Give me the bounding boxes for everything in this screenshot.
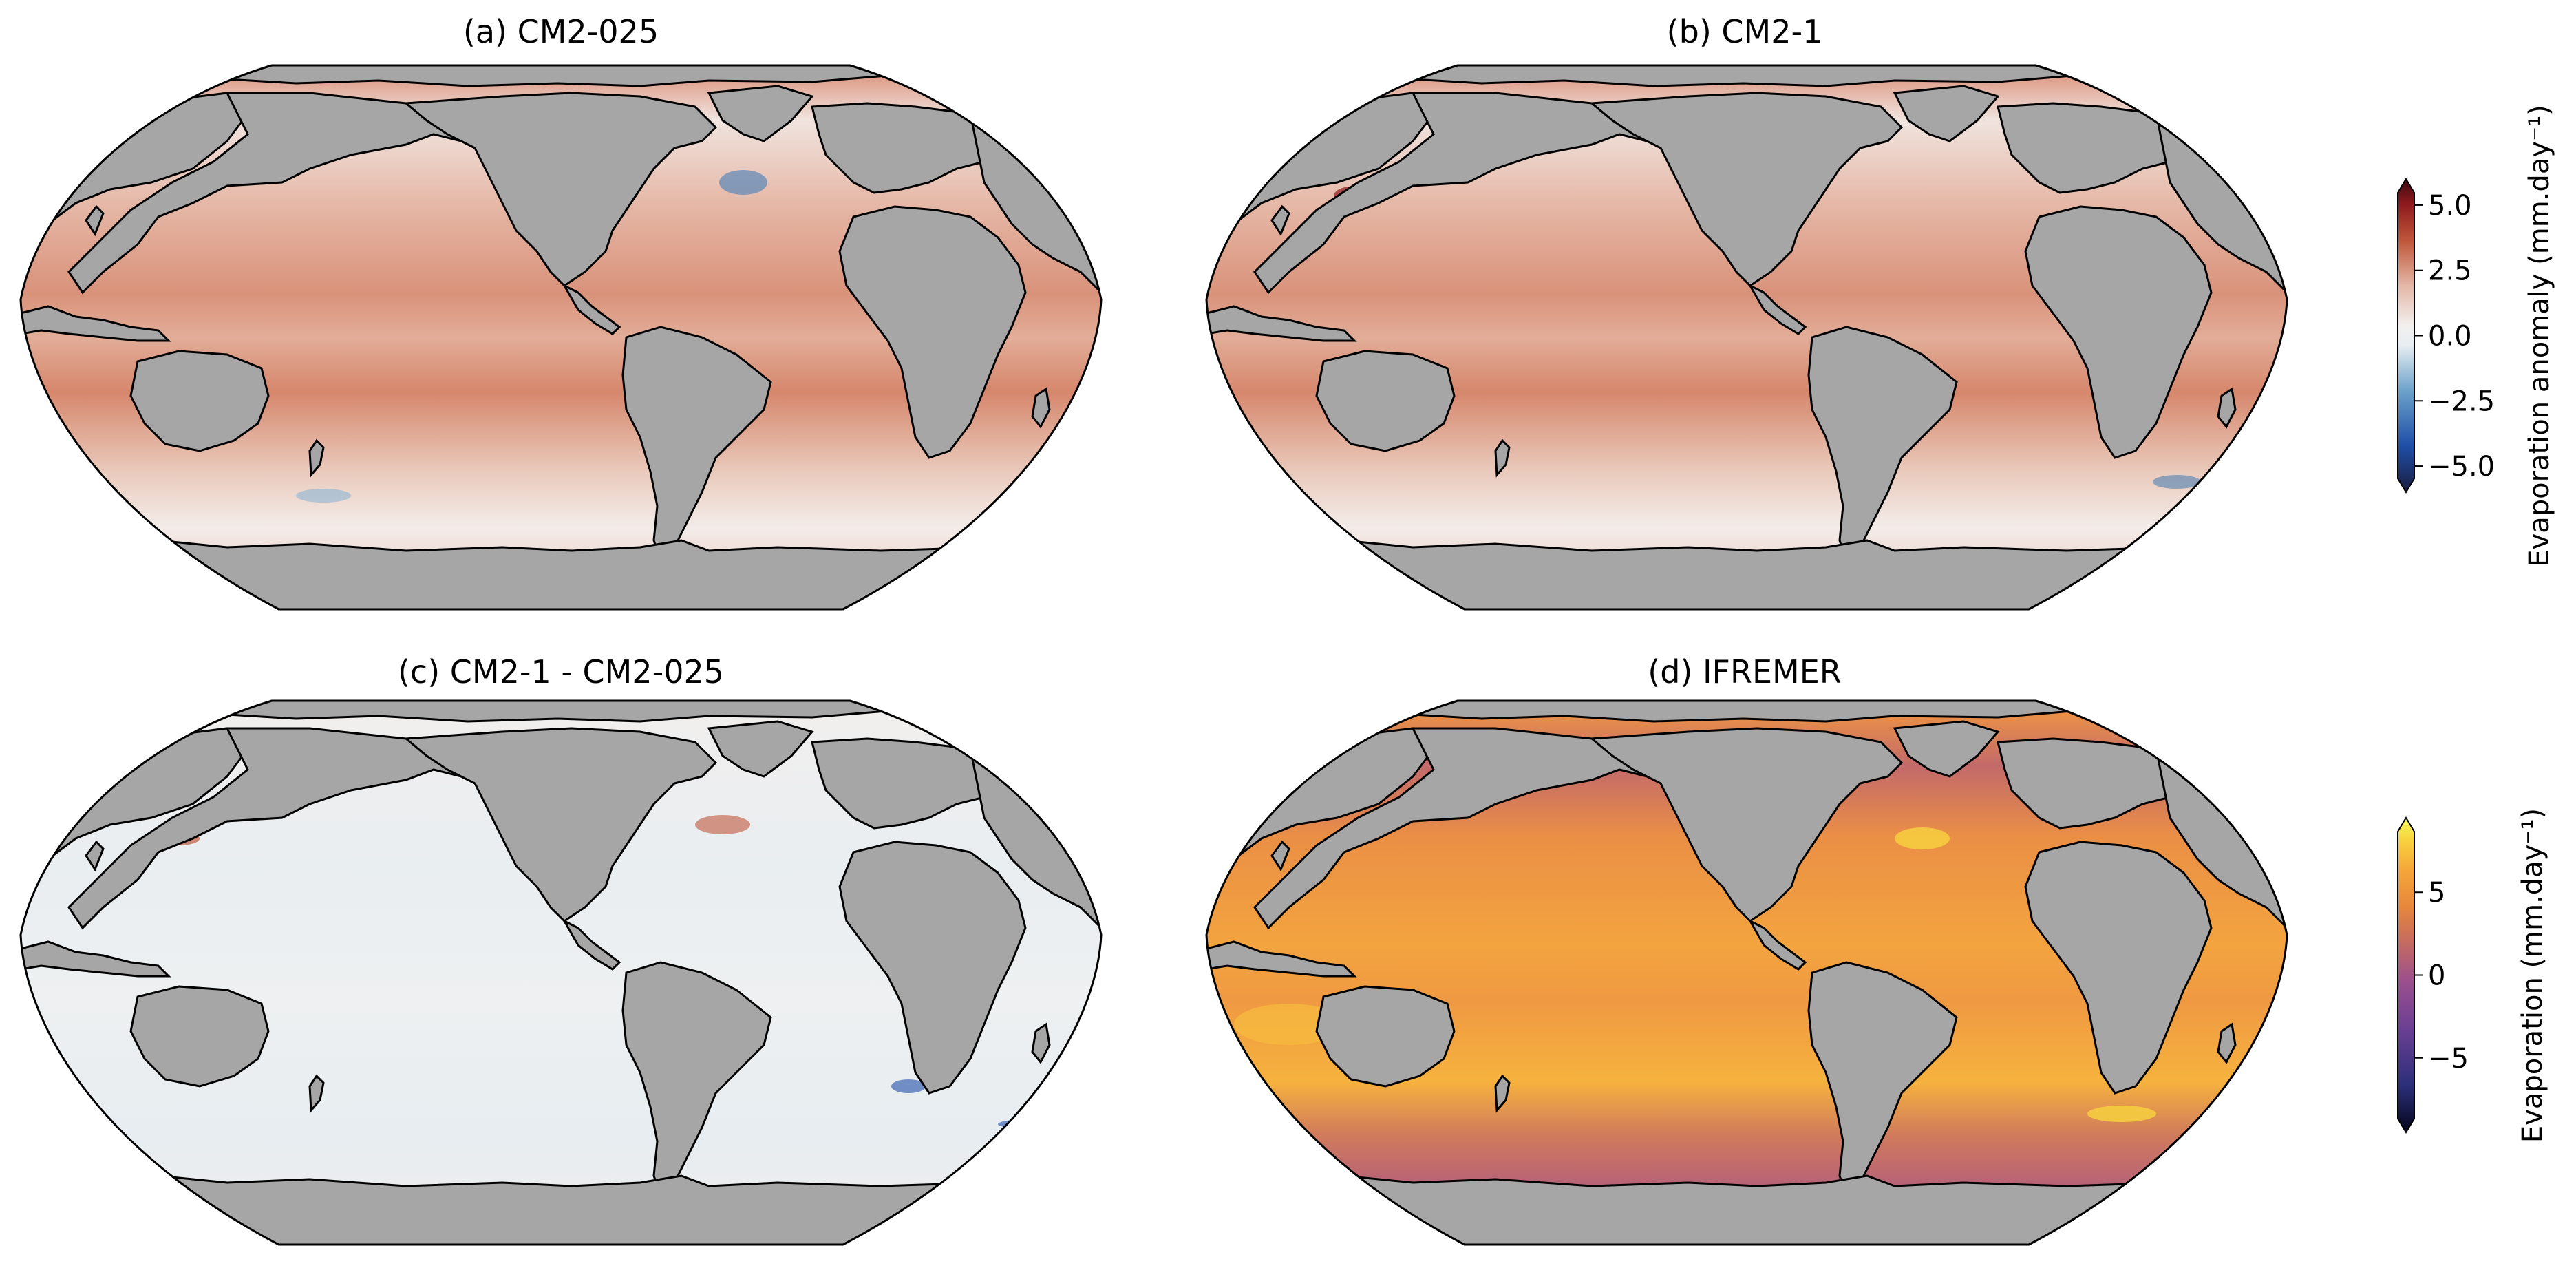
colorbar-tick-label: 5 [2428,877,2445,909]
colorbar-anomaly-bar [2397,178,2415,494]
panel-c-map [19,699,1103,1246]
colorbar-tick-label: −2.5 [2428,385,2495,417]
colorbar-tick-label: −5 [2428,1043,2469,1075]
colorbar-tick-label: −5.0 [2428,451,2495,483]
panel-d-indian-max [1234,1004,1344,1045]
panel-d-gulfstream-max [1895,827,1950,849]
panel-b-map [1205,64,2288,611]
colorbar-tick-label: 5.0 [2428,190,2472,222]
panel-c-gulfstream-dipole [695,815,750,834]
colorbar-evaporation-label: Evaporation (mm.day⁻¹) [2517,808,2548,1143]
panel-c-agulhas-blue [891,1079,926,1093]
panel-d-agulhas-max [2087,1106,2156,1122]
colorbar-tick-label: 2.5 [2428,255,2472,287]
panel-a-map [19,64,1103,611]
colorbar-tick-label: 0 [2428,960,2445,992]
panel-b-title: (b) CM2-1 [1667,13,1823,50]
colorbar-evaporation: 5 0 −5 Evaporation (mm.day⁻¹) [2397,808,2548,1143]
panel-a-title: (a) CM2-025 [463,13,659,50]
colorbar-tick-label: 0.0 [2428,321,2472,352]
panel-a-gulfstream-anomaly [719,170,767,195]
panel-d-title: (d) IFREMER [1648,653,1841,690]
colorbar-evaporation-bar [2397,816,2415,1134]
panel-d-map [1205,699,2288,1246]
panel-a-southern-blue [296,489,351,503]
panel-b-southern-blue [2153,475,2201,489]
panel-c-title: (c) CM2-1 - CM2-025 [398,653,724,690]
colorbar-anomaly: 5.0 2.5 0.0 −2.5 −5.0 Evaporation anomaly (m… [2397,105,2555,567]
colorbar-anomaly-label: Evaporation anomaly (mm.day⁻¹) [2524,105,2555,567]
